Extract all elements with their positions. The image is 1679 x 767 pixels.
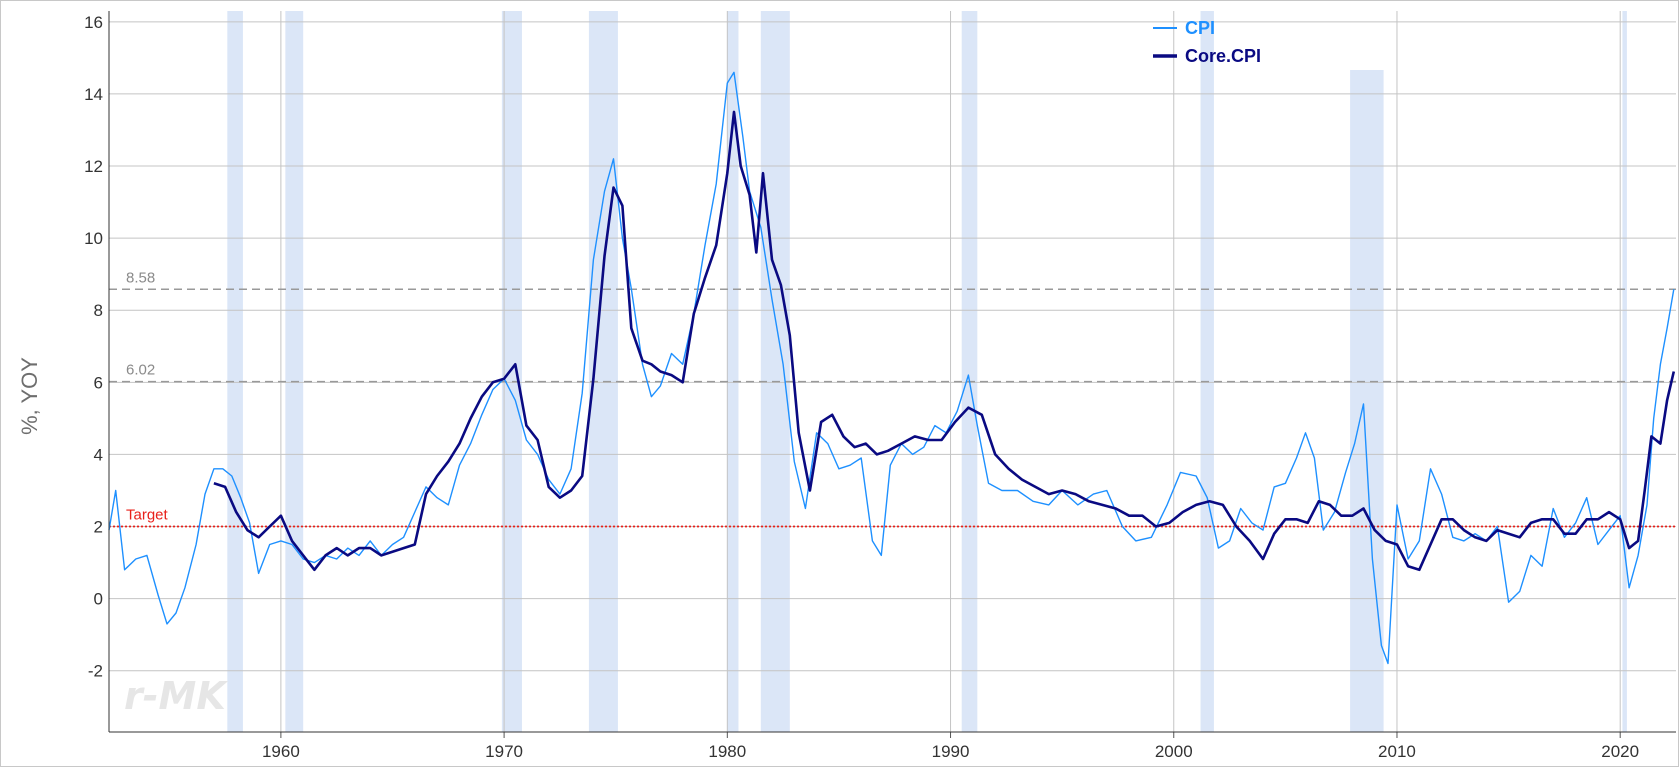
grid-lines xyxy=(109,11,1676,732)
y-tick-label: 4 xyxy=(94,445,103,464)
recession-band xyxy=(227,11,243,732)
y-tick-label: 6 xyxy=(94,373,103,392)
watermark-text: r-MK xyxy=(124,674,228,718)
x-tick-label: 1990 xyxy=(932,742,970,761)
y-axis-label: %, YOY xyxy=(17,357,42,435)
x-tick-label: 1980 xyxy=(708,742,746,761)
x-tick-label: 1960 xyxy=(262,742,300,761)
y-tick-label: -2 xyxy=(88,662,103,681)
reference-label: 6.02 xyxy=(126,362,155,379)
axes: -2 0 2 4 6 8 10 12 14 16 1960 1970 1980 1990 2000 2010 2… xyxy=(84,11,1676,761)
y-tick-label: 0 xyxy=(94,590,103,609)
recession-band xyxy=(285,11,304,732)
legend: CPI Core.CPI xyxy=(1153,18,1261,66)
x-tick-label: 2010 xyxy=(1378,742,1416,761)
target-label: Target xyxy=(126,507,169,524)
series-line-cpi xyxy=(108,71,1675,665)
y-tick-label: 2 xyxy=(94,518,103,537)
recession-band xyxy=(760,11,790,732)
recession-band xyxy=(1622,11,1627,732)
y-tick-label: 16 xyxy=(84,13,103,32)
legend-label: CPI xyxy=(1185,18,1215,38)
recession-band xyxy=(1350,70,1384,732)
y-tick-label: 14 xyxy=(84,85,103,104)
recession-band xyxy=(961,11,978,732)
reference-label: 8.58 xyxy=(126,269,155,286)
recession-bands xyxy=(227,11,1627,732)
y-tick-label: 12 xyxy=(84,157,103,176)
series-lines xyxy=(108,71,1676,665)
x-tick-label: 2020 xyxy=(1601,742,1639,761)
series-line-core-cpi xyxy=(213,110,1676,572)
y-tick-label: 10 xyxy=(84,229,103,248)
recession-band xyxy=(1200,11,1214,732)
recession-band xyxy=(727,11,739,732)
x-tick-label: 1970 xyxy=(485,742,523,761)
legend-label: Core.CPI xyxy=(1185,46,1261,66)
reference-lines: 8.58 6.02 Target xyxy=(109,269,1676,528)
recession-band xyxy=(501,11,522,732)
x-tick-label: 2000 xyxy=(1155,742,1193,761)
y-tick-label: 8 xyxy=(94,301,103,320)
